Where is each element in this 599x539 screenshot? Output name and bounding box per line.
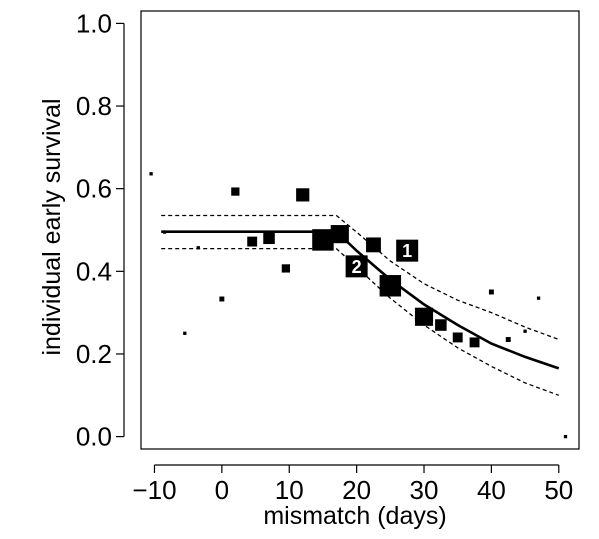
data-point — [563, 434, 568, 439]
data-point — [379, 275, 402, 297]
x-axis: −10 0 10 20 30 40 50 — [132, 464, 573, 505]
x-tick-label: 50 — [544, 475, 573, 505]
data-point — [183, 331, 187, 335]
ci-upper-line — [161, 214, 560, 341]
data-point — [247, 236, 258, 247]
y-tick-label: 0.8 — [76, 91, 112, 121]
annotation-label: 2 — [352, 257, 362, 277]
y-axis: 0.0 0.2 0.4 0.6 0.8 1.0 — [76, 8, 125, 452]
data-point — [523, 329, 527, 333]
x-tick-label: 10 — [275, 475, 304, 505]
x-tick-label: 20 — [342, 475, 371, 505]
y-tick-label: 1.0 — [76, 8, 112, 38]
data-point — [281, 264, 291, 273]
x-axis-label: mismatch (days) — [263, 502, 446, 530]
data-point — [366, 237, 381, 253]
data-point — [162, 230, 167, 234]
points-group — [149, 172, 568, 439]
x-tick-label: −10 — [132, 475, 176, 505]
data-point — [536, 296, 541, 300]
data-point — [505, 337, 511, 342]
annotations-group: 12 — [345, 239, 419, 278]
y-axis-label: individual early survival — [38, 98, 66, 355]
annotation-box — [396, 239, 419, 262]
data-point — [149, 172, 153, 176]
data-point — [469, 337, 480, 348]
annotation-box — [345, 255, 368, 278]
data-point — [196, 246, 200, 250]
data-point — [219, 296, 225, 302]
x-tick-label: 40 — [477, 475, 506, 505]
data-point — [452, 332, 463, 343]
y-tick-label: 0.6 — [76, 174, 112, 204]
x-tick-label: 30 — [410, 475, 439, 505]
data-point — [414, 307, 434, 326]
data-point — [435, 319, 447, 331]
series-group — [161, 214, 560, 396]
plot-frame — [140, 10, 580, 450]
annotation-label: 1 — [402, 241, 412, 261]
data-point — [263, 232, 275, 245]
ci-lower-line — [161, 247, 560, 396]
data-point — [330, 225, 349, 244]
y-tick-label: 0.4 — [76, 256, 112, 286]
data-point — [488, 289, 494, 295]
x-tick-label: 0 — [215, 475, 229, 505]
y-tick-label: 0.0 — [76, 422, 112, 452]
data-point — [296, 188, 310, 202]
data-point — [312, 229, 334, 251]
y-tick-label: 0.2 — [76, 339, 112, 369]
data-point — [231, 187, 240, 196]
